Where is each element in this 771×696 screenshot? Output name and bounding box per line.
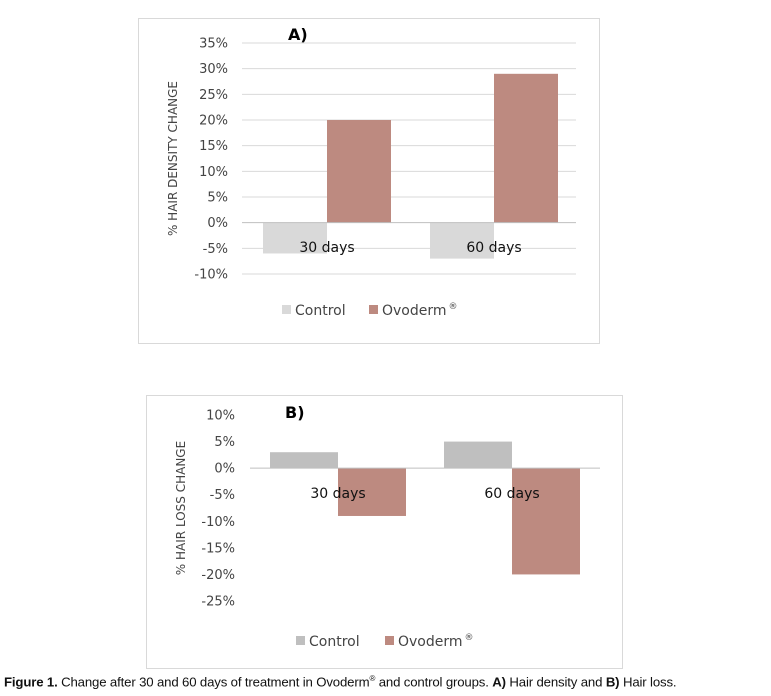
bar-control-1 (263, 222, 327, 254)
y-tick-label: -25% (201, 595, 235, 610)
y-tick-label: 5% (207, 191, 228, 206)
legend-swatch-ovoderm (369, 305, 378, 314)
caption-text-4: Hair loss. (619, 674, 677, 690)
caption-b: B) (605, 674, 620, 690)
legend-swatch-control (296, 636, 305, 645)
y-tick-label: 10% (199, 165, 228, 180)
y-tick-label: -15% (201, 541, 235, 556)
caption-superscript: ® (369, 674, 376, 683)
legend-swatch-control (282, 305, 291, 314)
panel-title: B) (285, 403, 305, 422)
legend-label-control: Control (295, 303, 346, 319)
legend-label-ovoderm: Ovoderm (398, 634, 463, 650)
legend-label-ovoderm: Ovoderm (382, 303, 447, 319)
bar-control-2 (444, 441, 512, 469)
y-tick-label: 35% (199, 37, 228, 52)
y-tick-label: 15% (199, 139, 228, 154)
y-tick-label: -10% (194, 268, 228, 283)
bar-ovoderm-1 (338, 468, 406, 516)
y-tick-label: 30% (199, 62, 228, 77)
caption-text-3: Hair density and (505, 674, 606, 690)
bar-ovoderm-1 (327, 120, 391, 223)
y-tick-label: 5% (214, 435, 235, 450)
y-tick-label: -10% (201, 515, 235, 530)
caption-label: Figure 1. (4, 674, 58, 690)
legend-superscript: ® (465, 633, 474, 643)
y-tick-label: -20% (201, 568, 235, 583)
figure-caption: Figure 1. Change after 30 and 60 days of… (4, 674, 769, 689)
caption-text-1: Change after 30 and 60 days of treatment… (57, 674, 370, 690)
y-tick-label: 0% (214, 462, 235, 477)
category-label: 30 days (310, 486, 365, 502)
bar-control-1 (270, 452, 338, 469)
legend-label-control: Control (309, 634, 360, 650)
y-tick-label: -5% (203, 242, 228, 257)
y-axis-label: % HAIR DENSITY CHANGE (166, 81, 180, 236)
y-tick-label: 0% (207, 216, 228, 231)
legend-superscript: ® (449, 302, 458, 312)
y-axis-label: % HAIR LOSS CHANGE (174, 441, 188, 575)
bar-ovoderm-2 (494, 73, 558, 223)
category-label: 60 days (466, 240, 521, 256)
y-tick-label: 10% (206, 409, 235, 424)
caption-a: A) (492, 674, 506, 690)
category-label: 30 days (299, 240, 354, 256)
panel-title: A) (288, 25, 308, 44)
bar-ovoderm-2 (512, 468, 580, 575)
caption-text-2: and control groups. (375, 674, 493, 690)
y-tick-label: 25% (199, 88, 228, 103)
legend-swatch-ovoderm (385, 636, 394, 645)
y-tick-label: -5% (210, 488, 235, 503)
category-label: 60 days (484, 486, 539, 502)
y-tick-label: 20% (199, 114, 228, 129)
bar-control-2 (430, 222, 494, 259)
